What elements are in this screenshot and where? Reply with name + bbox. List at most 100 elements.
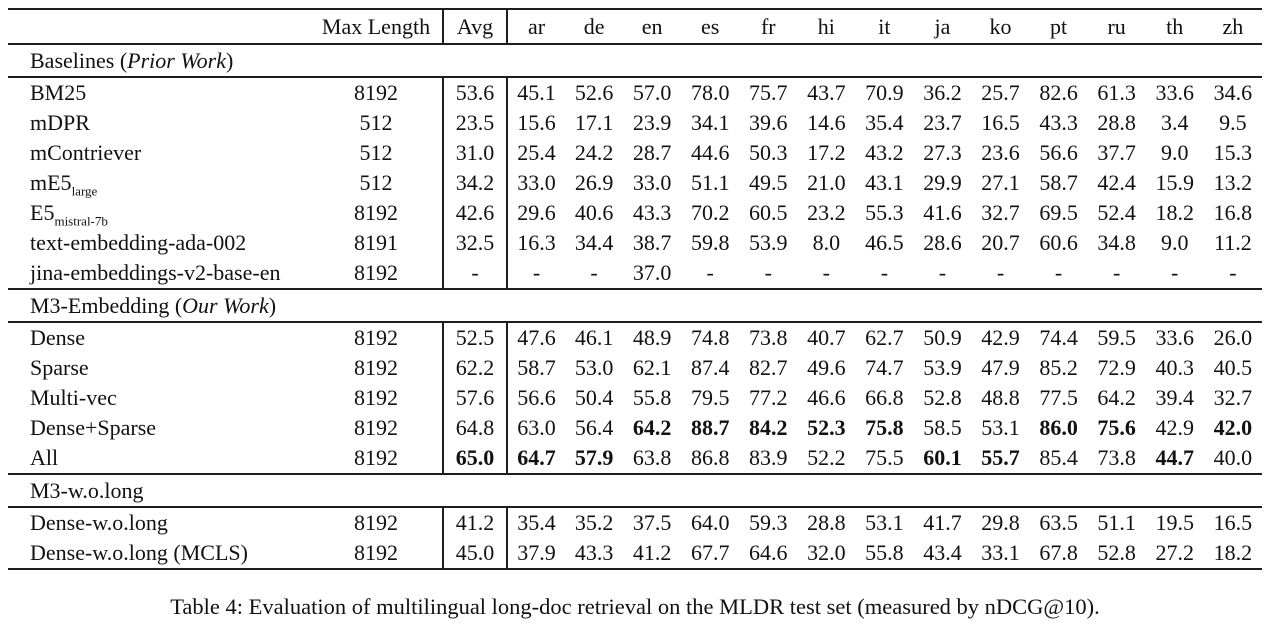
cell-score: 57.9 bbox=[574, 445, 614, 470]
table-header: Max Length Avg ar de en es fr hi it ja ko pt ru th zh bbox=[8, 9, 1262, 45]
cell-score: 43.3 bbox=[574, 540, 614, 565]
cell-score: 32.0 bbox=[807, 540, 846, 565]
cell-score: 64.2 bbox=[632, 415, 672, 440]
cell-avg: 42.6 bbox=[443, 198, 508, 228]
cell-score: 43.2 bbox=[865, 140, 904, 165]
cell-score: 42.0 bbox=[1213, 415, 1253, 440]
col-header-ar: ar bbox=[507, 9, 566, 45]
cell-score: 18.2 bbox=[1213, 540, 1253, 565]
cell-score: 29.8 bbox=[981, 510, 1020, 535]
cell-score: 74.7 bbox=[865, 355, 904, 380]
col-header-en: en bbox=[623, 9, 682, 45]
cell-score: 26.9 bbox=[574, 170, 614, 195]
table-row: mContriever 512 31.0 25.4 24.2 28.7 44.6 50.3 17… bbox=[8, 138, 1262, 168]
cell-score: - bbox=[1229, 260, 1237, 285]
cell-score: 25.4 bbox=[517, 140, 556, 165]
cell-score: 34.6 bbox=[1213, 80, 1253, 105]
cell-score: 34.8 bbox=[1097, 230, 1136, 255]
section-title: M3-w.o.long bbox=[8, 473, 1262, 508]
cell-score: 53.9 bbox=[749, 230, 788, 255]
table-row: E5mistral-7b 8192 42.6 29.6 40.6 43.3 70.2 60.5… bbox=[8, 198, 1262, 228]
cell-score: 39.4 bbox=[1155, 385, 1194, 410]
cell-score: 45.1 bbox=[517, 80, 556, 105]
cell-score: 23.2 bbox=[807, 200, 846, 225]
row-label: E5mistral-7b bbox=[30, 200, 108, 228]
cell-score: 42.9 bbox=[1155, 415, 1194, 440]
cell-score: 47.6 bbox=[517, 325, 556, 350]
cell-score: 63.5 bbox=[1039, 510, 1078, 535]
cell-max-length: 512 bbox=[310, 168, 444, 198]
table-row: mE5large 512 34.2 33.0 26.9 33.0 51.1 49.5 21.0 4… bbox=[8, 168, 1262, 198]
cell-avg: 31.0 bbox=[443, 138, 508, 168]
cell-score: 63.0 bbox=[517, 415, 556, 440]
cell-max-length: 8192 bbox=[310, 77, 444, 108]
cell-avg: 52.5 bbox=[443, 322, 508, 353]
col-header-th: th bbox=[1145, 9, 1204, 45]
col-header-es: es bbox=[681, 9, 740, 45]
cell-score: 25.7 bbox=[981, 80, 1020, 105]
cell-score: 60.5 bbox=[749, 200, 788, 225]
row-label: jina-embeddings-v2-base-en bbox=[30, 260, 281, 285]
cell-score: 72.9 bbox=[1097, 355, 1136, 380]
cell-score: 43.4 bbox=[923, 540, 962, 565]
row-label: BM25 bbox=[30, 80, 87, 105]
cell-score: 9.5 bbox=[1219, 110, 1247, 135]
cell-score: 73.8 bbox=[749, 325, 788, 350]
cell-score: 20.7 bbox=[981, 230, 1020, 255]
cell-score: 88.7 bbox=[690, 415, 730, 440]
cell-score: 46.5 bbox=[865, 230, 904, 255]
cell-score: 17.1 bbox=[574, 110, 614, 135]
cell-score: 46.1 bbox=[574, 325, 614, 350]
cell-score: 29.6 bbox=[517, 200, 556, 225]
cell-score: 11.2 bbox=[1214, 230, 1252, 255]
section-header-row: M3-Embedding (Our Work) bbox=[8, 288, 1262, 323]
cell-score: 28.8 bbox=[807, 510, 846, 535]
cell-score: - bbox=[996, 260, 1005, 285]
cell-score: 18.2 bbox=[1155, 200, 1194, 225]
cell-score: - bbox=[590, 260, 598, 285]
cell-max-length: 8192 bbox=[310, 258, 444, 289]
cell-score: 43.3 bbox=[1039, 110, 1078, 135]
cell-score: 59.3 bbox=[749, 510, 788, 535]
table-row: Sparse 8192 62.2 58.7 53.0 62.1 87.4 82.7 49.6 74… bbox=[8, 353, 1262, 383]
cell-score: 83.9 bbox=[749, 445, 788, 470]
cell-score: 37.0 bbox=[632, 260, 672, 285]
row-label: mDPR bbox=[30, 110, 90, 135]
cell-score: - bbox=[1112, 260, 1121, 285]
cell-score: 33.0 bbox=[632, 170, 672, 195]
cell-score: 19.5 bbox=[1155, 510, 1194, 535]
cell-score: 52.3 bbox=[807, 415, 846, 440]
cell-score: 74.8 bbox=[690, 325, 730, 350]
cell-score: 38.7 bbox=[632, 230, 672, 255]
cell-score: 48.8 bbox=[981, 385, 1020, 410]
cell-score: 33.1 bbox=[981, 540, 1020, 565]
cell-score: 16.3 bbox=[517, 230, 556, 255]
cell-score: 48.9 bbox=[632, 325, 672, 350]
cell-score: 28.7 bbox=[632, 140, 672, 165]
cell-score: 41.6 bbox=[923, 200, 962, 225]
cell-score: 33.0 bbox=[517, 170, 556, 195]
cell-max-length: 512 bbox=[310, 108, 444, 138]
cell-score: 82.6 bbox=[1039, 80, 1078, 105]
cell-score: 56.6 bbox=[517, 385, 556, 410]
cell-score: 49.6 bbox=[807, 355, 846, 380]
results-table: Max Length Avg ar de en es fr hi it ja ko pt ru th zh … bbox=[8, 8, 1262, 570]
cell-avg: 57.6 bbox=[443, 383, 508, 413]
col-header-hi: hi bbox=[797, 9, 856, 45]
cell-score: 27.3 bbox=[923, 140, 962, 165]
cell-score: 57.0 bbox=[632, 80, 672, 105]
col-header-max-length: Max Length bbox=[310, 9, 444, 45]
cell-score: 60.1 bbox=[923, 445, 962, 470]
cell-score: 69.5 bbox=[1039, 200, 1078, 225]
cell-score: 53.1 bbox=[865, 510, 904, 535]
cell-score: 84.2 bbox=[749, 415, 788, 440]
table-row: Dense-w.o.long 8192 41.2 35.4 35.2 37.5 64.0 59… bbox=[8, 507, 1262, 538]
cell-score: 44.6 bbox=[690, 140, 730, 165]
cell-score: 64.7 bbox=[517, 445, 556, 470]
cell-score: 77.5 bbox=[1039, 385, 1078, 410]
cell-score: 55.8 bbox=[865, 540, 904, 565]
cell-score: 85.4 bbox=[1039, 445, 1078, 470]
cell-score: 21.0 bbox=[807, 170, 846, 195]
cell-score: 13.2 bbox=[1213, 170, 1253, 195]
cell-score: 40.7 bbox=[807, 325, 846, 350]
